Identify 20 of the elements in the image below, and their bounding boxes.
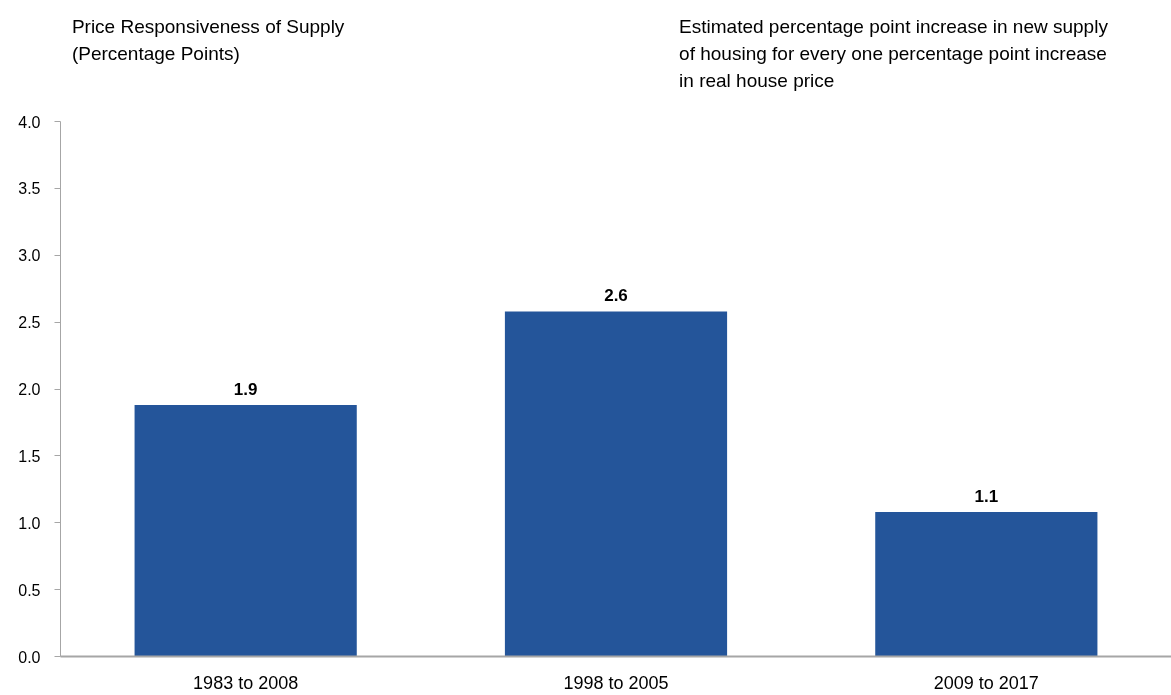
x-tick-label: 2009 to 2017 (933, 672, 1039, 693)
chart-subtitle: Estimated percentage point increase in new supply of housing for every one percentage point increase in real house price (679, 15, 1109, 92)
data-label: 1.9 (233, 380, 258, 400)
y-tick-label: 3.5 (18, 180, 41, 198)
y-tick-label: 2.5 (18, 314, 41, 332)
bar (504, 311, 728, 657)
data-label: 1.1 (974, 487, 999, 507)
y-tick-label: 1.5 (18, 447, 41, 465)
x-tick-label: 1998 to 2005 (563, 672, 669, 693)
y-tick-label: 1.0 (18, 514, 41, 532)
y-tick-label: 4.0 (18, 113, 41, 131)
y-tick-label: 3.0 (18, 247, 41, 265)
y-tick-label: 0.0 (18, 648, 41, 666)
bar (875, 512, 1098, 657)
y-tick-label: 0.5 (18, 581, 41, 599)
data-label: 2.6 (604, 286, 628, 306)
y-axis-title: Price Responsiveness of Supply (Percentage Points) (71, 15, 345, 64)
x-tick-label: 1983 to 2008 (193, 672, 299, 693)
bar (134, 405, 357, 657)
y-tick-label: 2.0 (18, 381, 41, 398)
